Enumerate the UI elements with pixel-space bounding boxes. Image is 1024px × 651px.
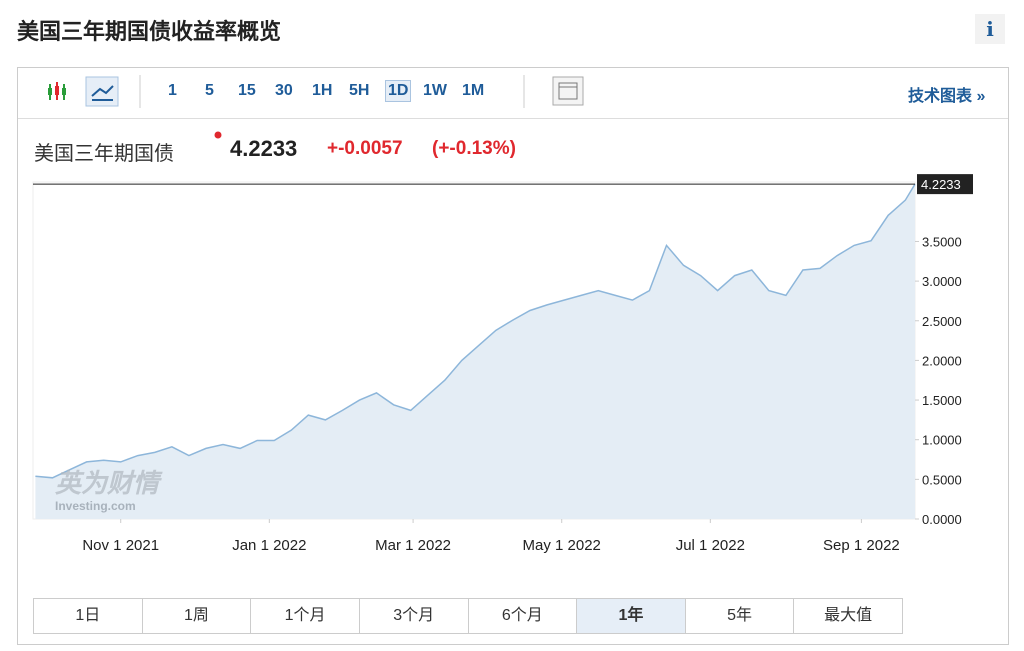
interval-button[interactable]: 1 (168, 82, 177, 99)
range-button[interactable]: 5年 (686, 599, 795, 633)
interval-button[interactable]: 1M (462, 82, 485, 99)
line (35, 183, 916, 479)
technical-chart-link[interactable]: 技术图表 » (908, 88, 986, 105)
y-tick-label: 1.5000 (922, 393, 962, 408)
quote-price: 4.2233 (230, 136, 298, 161)
quote-change: +-0.0057 (327, 138, 403, 159)
y-tick-label: 3.0000 (922, 274, 962, 289)
toolbar (18, 68, 1008, 119)
y-tick-label: 0.0000 (922, 512, 962, 527)
x-tick-label: Mar 1 2022 (375, 537, 451, 554)
range-button[interactable]: 3个月 (360, 599, 469, 633)
last-value-label: 4.2233 (921, 177, 961, 192)
range-button[interactable]: 1个月 (251, 599, 360, 633)
y-tick-label: 1.0000 (922, 433, 962, 448)
interval-button[interactable]: 1D (385, 80, 412, 102)
x-tick-label: Nov 1 2021 (82, 537, 159, 554)
interval-button[interactable]: 1W (423, 82, 447, 99)
status-dot (214, 131, 222, 139)
range-button[interactable]: 1周 (143, 599, 252, 633)
widget-frame (17, 67, 1009, 645)
x-tick-label: Sep 1 2022 (823, 537, 900, 554)
interval-button[interactable]: 5 (205, 82, 214, 99)
line-icon[interactable] (85, 76, 119, 107)
range-buttons: 1日 1周 1个月 3个月 6个月 1年 5年 最大值 (33, 598, 903, 634)
y-tick-label: 0.5000 (922, 472, 962, 487)
watermark-site: Investing.com (55, 499, 136, 513)
area (35, 184, 915, 519)
quote-percent: (+-0.13%) (432, 138, 516, 159)
y-tick-label: 3.5000 (922, 234, 962, 249)
info-button[interactable]: i (975, 14, 1005, 44)
interval-button[interactable]: 15 (238, 82, 256, 99)
y-tick-label: 2.0000 (922, 353, 962, 368)
watermark-brand: 英为财情 (55, 468, 163, 498)
x-tick-label: Jul 1 2022 (676, 537, 745, 554)
candle-icon[interactable] (48, 82, 66, 100)
x-tick-label: Jan 1 2022 (232, 537, 306, 554)
range-button[interactable]: 1年 (577, 599, 686, 633)
range-button[interactable]: 6个月 (469, 599, 578, 633)
interval-button[interactable]: 1H (312, 82, 333, 99)
table-icon[interactable] (552, 76, 584, 106)
interval-button[interactable]: 30 (275, 82, 293, 99)
range-button[interactable]: 最大值 (824, 607, 873, 624)
page-title: 美国三年期国债收益率概览 (17, 19, 282, 44)
last-value-tag (917, 174, 973, 195)
y-tick-label: 2.5000 (922, 314, 962, 329)
quote-name: 美国三年期国债 (34, 143, 174, 165)
interval-button[interactable]: 5H (349, 82, 370, 99)
range-button[interactable]: 1日 (34, 599, 143, 633)
x-tick-label: May 1 2022 (523, 537, 601, 554)
